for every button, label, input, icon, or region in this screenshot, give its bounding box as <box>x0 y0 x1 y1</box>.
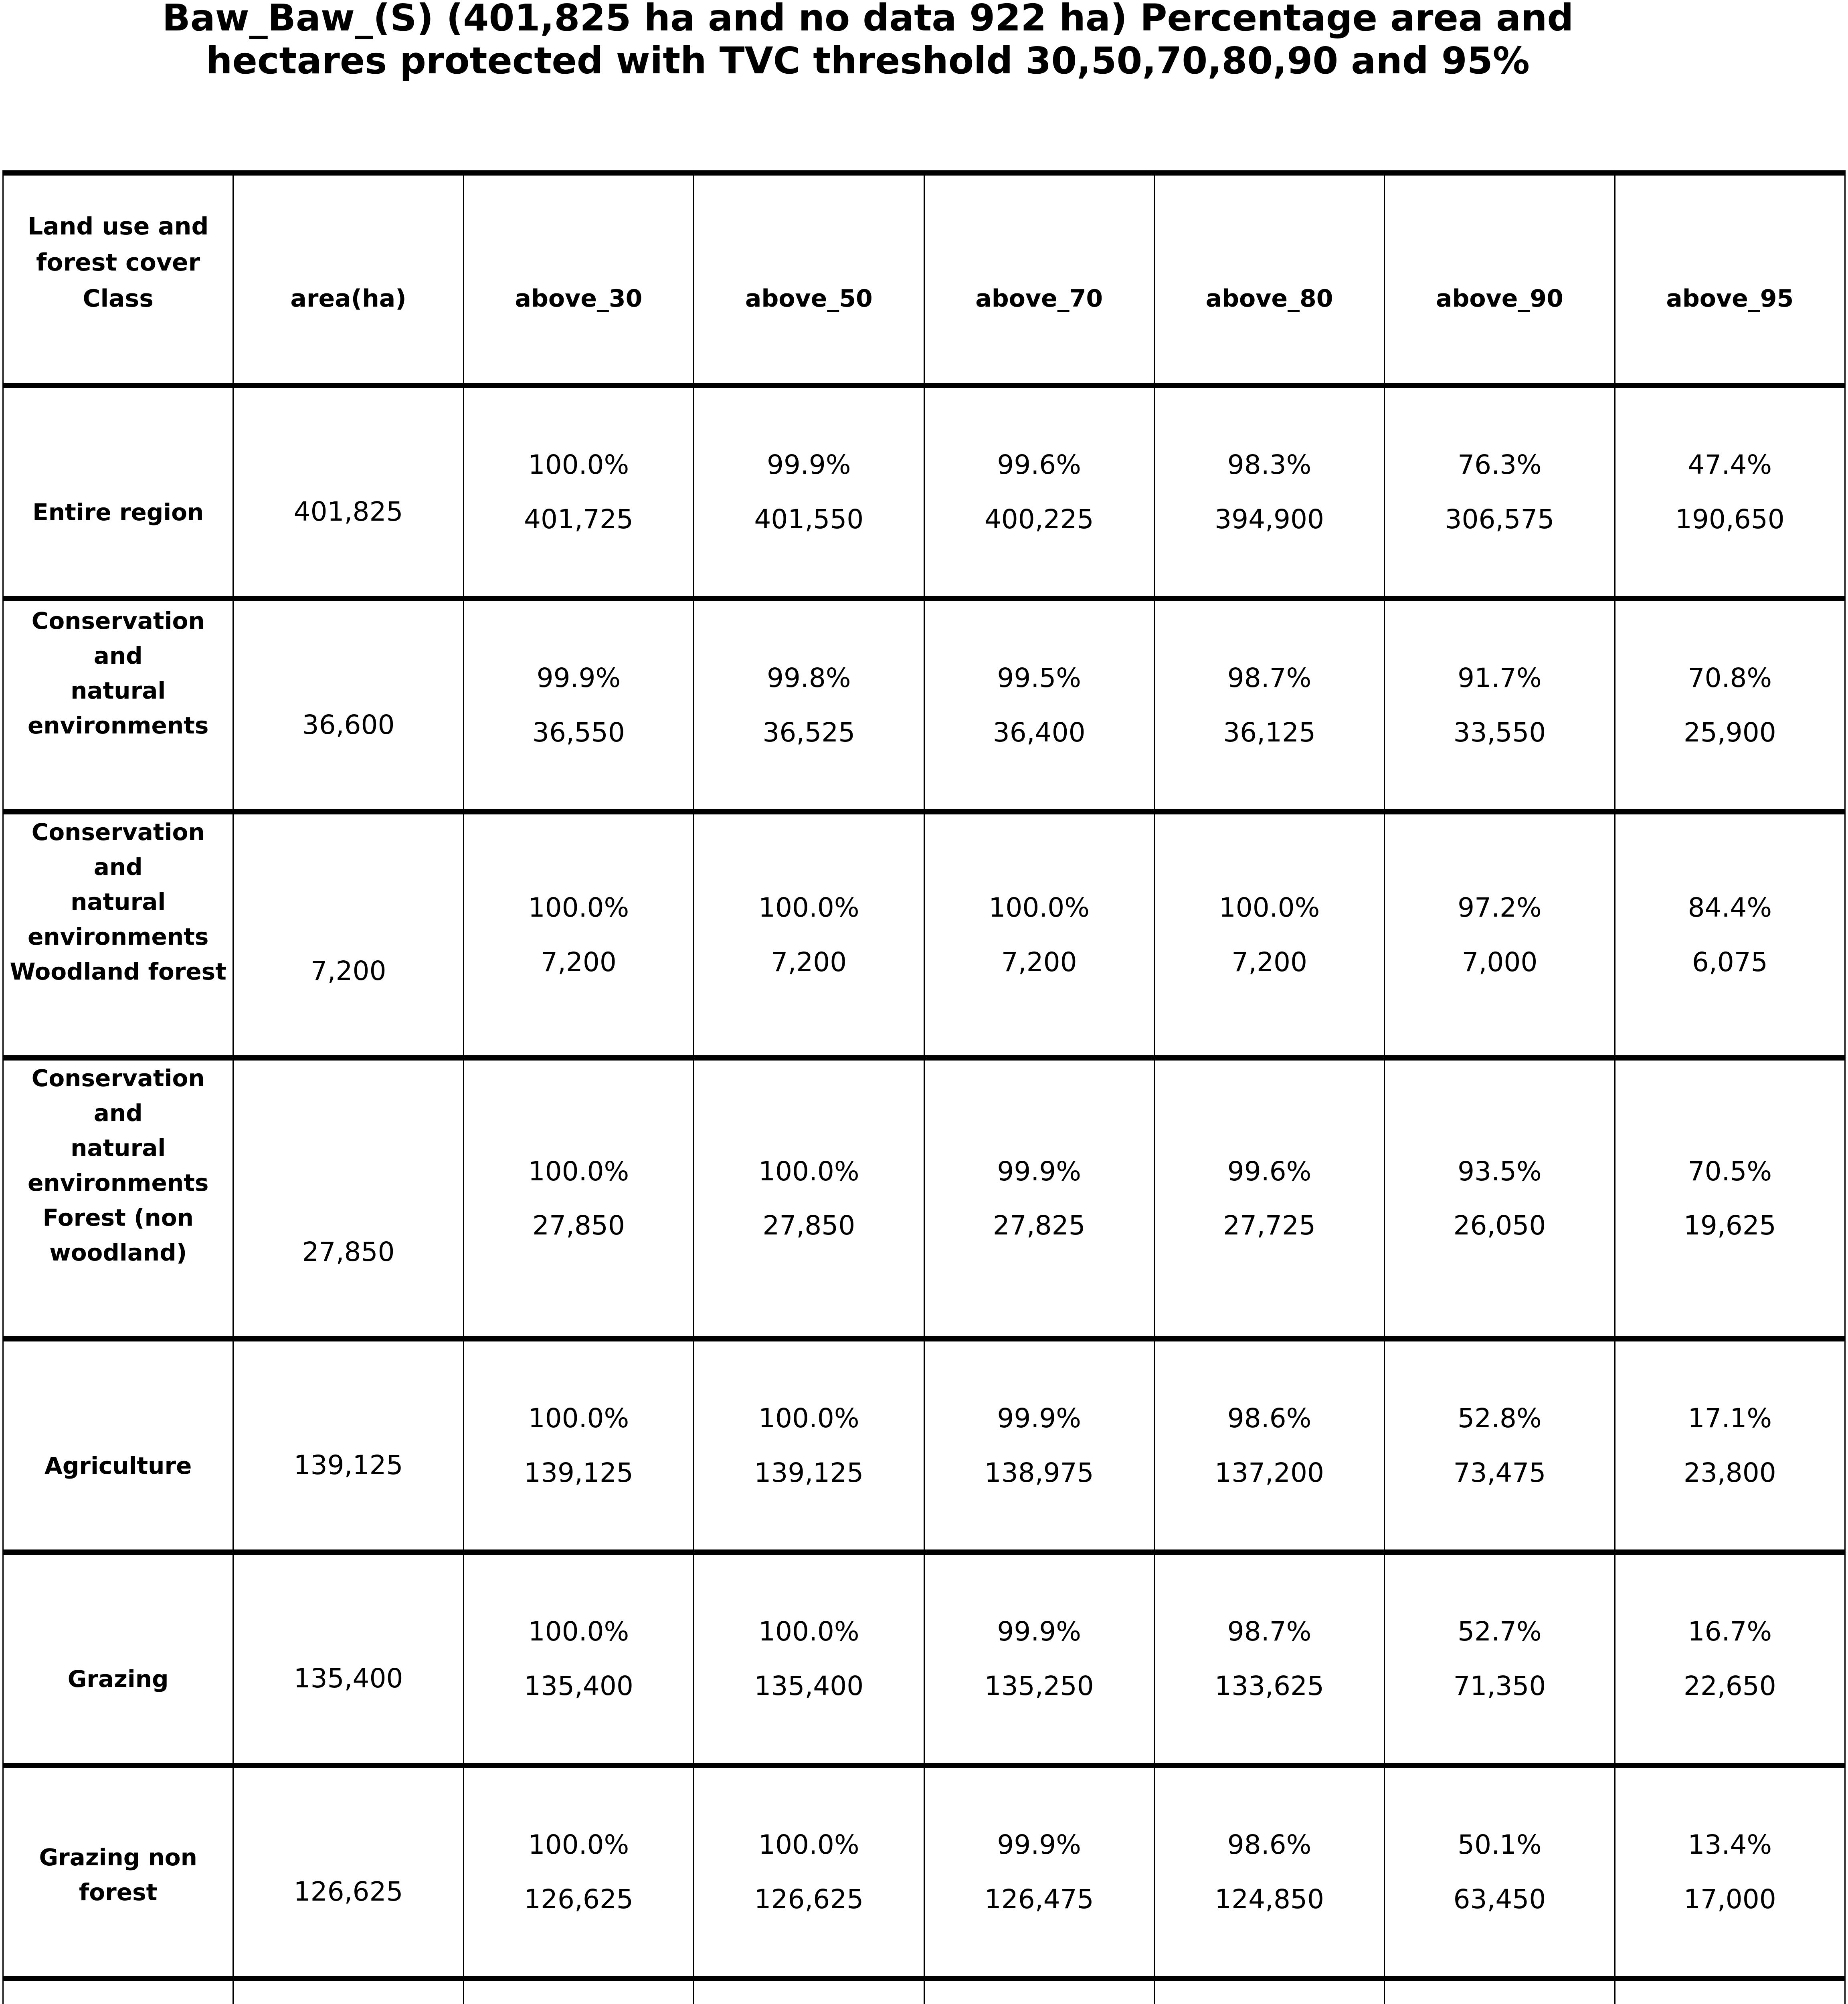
table-cell: 100.0% 8,650 <box>1153 1976 1385 2004</box>
table-cell: 97.2% 7,000 <box>1384 809 1615 1061</box>
table-row: Grazing 135,400 100.0% 135,400 100.0% 13… <box>2 1549 1846 1768</box>
table-cell: 98.7% 133,625 <box>1153 1549 1385 1768</box>
table-row: Conservation and natural environments 36… <box>2 596 1846 814</box>
table-cell: 126,625 <box>233 1763 464 1981</box>
column-header-above80: above_80 <box>1153 170 1385 388</box>
table-cell: 36,600 <box>233 596 464 814</box>
table-cell: 76.3% 306,575 <box>1384 383 1615 601</box>
table-cell: 100.0% 139,125 <box>463 1336 695 1555</box>
table-row: Conservation and natural environments Wo… <box>2 809 1846 1061</box>
table-cell: 47.4% 190,650 <box>1614 383 1846 601</box>
table-cell: 99.6% 400,225 <box>923 383 1155 601</box>
column-header-above30: above_30 <box>463 170 695 388</box>
table-cell: 99.8% 36,525 <box>693 596 925 814</box>
table-cell: 98.6% 137,200 <box>1153 1336 1385 1555</box>
table-cell: 50.1% 63,450 <box>1384 1763 1615 1981</box>
land-use-table: Land use and forest cover Class area(ha)… <box>2 170 1846 2004</box>
column-header-above70: above_70 <box>923 170 1155 388</box>
table-cell: 100.0% 7,200 <box>1153 809 1385 1061</box>
table-cell: 89.9% 7,775 <box>1384 1976 1615 2004</box>
table-cell: 99.9% 36,550 <box>463 596 695 814</box>
row-label-cell: Conservation and natural environments <box>2 596 234 814</box>
table-cell: 100.0% 8,650 <box>923 1976 1155 2004</box>
table-cell: 84.4% 6,075 <box>1614 809 1846 1061</box>
row-label-cell: Conservation and natural environments Fo… <box>2 1055 234 1341</box>
row-label-cell: Grazing <box>2 1549 234 1768</box>
table-row: Conservation and natural environments Fo… <box>2 1055 1846 1341</box>
table-cell: 100.0% 7,200 <box>693 809 925 1061</box>
table-cell: 52.8% 73,475 <box>1384 1336 1615 1555</box>
table-cell: 100.0% 139,125 <box>693 1336 925 1555</box>
table-cell: 8,650 <box>233 1976 464 2004</box>
column-header-above95: above_95 <box>1614 170 1846 388</box>
table-cell: 70.8% 25,900 <box>1614 596 1846 814</box>
table-cell: 99.9% 138,975 <box>923 1336 1155 1555</box>
table-cell: 100.0% 126,625 <box>463 1763 695 1981</box>
table-cell: 100.0% 7,200 <box>923 809 1155 1061</box>
table-cell: 100.0% 7,200 <box>463 809 695 1061</box>
table-cell: 93.5% 26,050 <box>1384 1055 1615 1341</box>
table-cell: 99.5% 36,400 <box>923 596 1155 814</box>
table-row: Grazing non forest 126,625 100.0% 126,62… <box>2 1763 1846 1981</box>
table-cell: 98.3% 394,900 <box>1153 383 1385 601</box>
table-cell: 13.4% 17,000 <box>1614 1763 1846 1981</box>
table-cell: 401,825 <box>233 383 464 601</box>
table-cell: 100.0% 27,850 <box>463 1055 695 1341</box>
table-cell: 100.0% 401,725 <box>463 383 695 601</box>
table-cell: 17.1% 23,800 <box>1614 1336 1846 1555</box>
table-cell: 91.7% 33,550 <box>1384 596 1615 814</box>
column-header-above50: above_50 <box>693 170 925 388</box>
table-cell: 100.0% 135,400 <box>693 1549 925 1768</box>
row-label-cell: Agriculture <box>2 1336 234 1555</box>
page-title: Baw_Baw_(S) (401,825 ha and no data 922 … <box>162 0 1574 82</box>
column-header-class: Land use and forest cover Class <box>2 170 234 388</box>
table-cell: 27,850 <box>233 1055 464 1341</box>
table-cell: 99.9% 135,250 <box>923 1549 1155 1768</box>
table-cell: 64.5% 5,575 <box>1614 1976 1846 2004</box>
row-label-cell: Entire region <box>2 383 234 601</box>
table-cell: 100.0% 126,625 <box>693 1763 925 1981</box>
table-cell: 135,400 <box>233 1549 464 1768</box>
table-cell: 99.6% 27,725 <box>1153 1055 1385 1341</box>
row-label-cell: Grazing - Forest (non woodland) <box>2 1976 234 2004</box>
table-cell: 99.9% 27,825 <box>923 1055 1155 1341</box>
table-cell: 98.6% 124,850 <box>1153 1763 1385 1981</box>
table-row: Grazing - Forest (non woodland) 8,650 10… <box>2 1976 1846 2004</box>
header-row: Land use and forest cover Class area(ha)… <box>2 170 1846 388</box>
table-cell: 99.9% 401,550 <box>693 383 925 601</box>
table-row: Entire region 401,825 100.0% 401,725 99.… <box>2 383 1846 601</box>
column-header-area: area(ha) <box>233 170 464 388</box>
table-cell: 100.0% 8,650 <box>693 1976 925 2004</box>
table-row: Agriculture 139,125 100.0% 139,125 100.0… <box>2 1336 1846 1555</box>
column-header-above90: above_90 <box>1384 170 1615 388</box>
table-cell: 7,200 <box>233 809 464 1061</box>
table-cell: 98.7% 36,125 <box>1153 596 1385 814</box>
table-cell: 99.9% 126,475 <box>923 1763 1155 1981</box>
table-cell: 139,125 <box>233 1336 464 1555</box>
table-cell: 100.0% 8,650 <box>463 1976 695 2004</box>
table-cell: 100.0% 135,400 <box>463 1549 695 1768</box>
table-cell: 100.0% 27,850 <box>693 1055 925 1341</box>
table-cell: 70.5% 19,625 <box>1614 1055 1846 1341</box>
table-cell: 16.7% 22,650 <box>1614 1549 1846 1768</box>
row-label-cell: Grazing non forest <box>2 1763 234 1981</box>
table-cell: 52.7% 71,350 <box>1384 1549 1615 1768</box>
row-label-cell: Conservation and natural environments Wo… <box>2 809 234 1061</box>
